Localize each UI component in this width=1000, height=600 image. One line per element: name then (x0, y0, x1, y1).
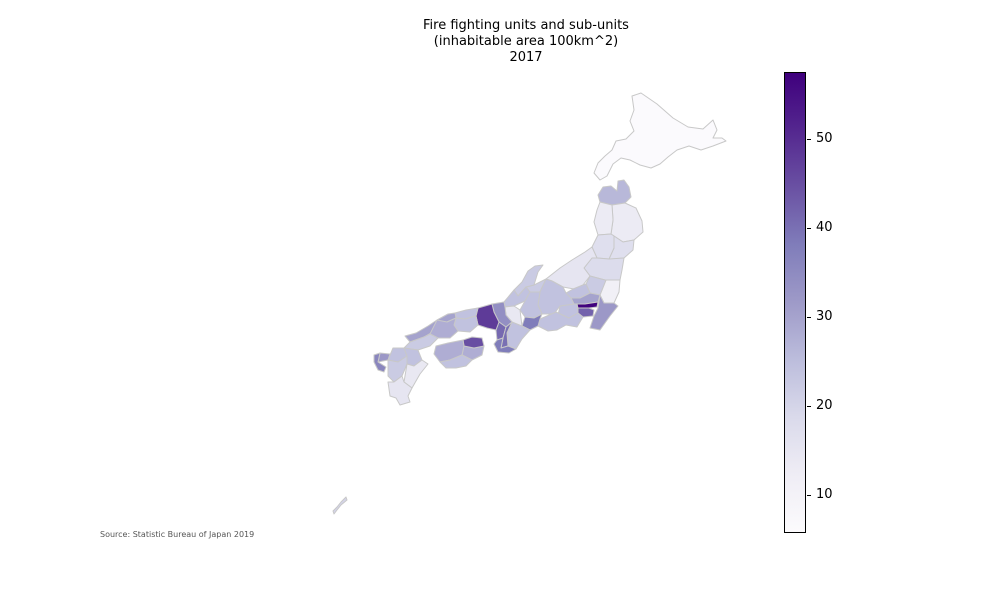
region-chiba (589, 294, 619, 331)
region-nagasaki (373, 352, 387, 373)
colorbar-tick (807, 139, 811, 140)
region-aomori (597, 179, 632, 206)
region-miyazaki (403, 359, 429, 389)
title-line-1: Fire fighting units and sub-units (423, 18, 629, 33)
region-iwate (610, 202, 644, 243)
colorbar-tick (807, 317, 811, 318)
region-kochi (439, 354, 473, 369)
colorbar-tick-label: 10 (816, 487, 833, 502)
colorbar-tick-label: 40 (816, 220, 833, 235)
region-okinawa (332, 496, 348, 515)
region-ishikawa (513, 264, 544, 297)
colorbar-tick (807, 228, 811, 229)
region-wakayama (493, 337, 517, 354)
region-kagawa (462, 336, 485, 349)
colorbar-tick-label: 20 (816, 398, 833, 413)
colorbar-tick (807, 406, 811, 407)
colorbar (784, 72, 806, 533)
title-line-2: (inhabitable area 100km^2) (433, 34, 619, 49)
region-hokkaido (593, 92, 727, 181)
map-title: Fire fighting units and sub-units (inhab… (376, 18, 676, 66)
source-note: Source: Statistic Bureau of Japan 2019 (100, 530, 255, 539)
title-line-3: 2017 (509, 50, 543, 65)
region-kagoshima (387, 375, 413, 406)
region-hiroshima (429, 317, 459, 339)
region-shizuoka (537, 311, 584, 332)
colorbar-tick (807, 495, 811, 496)
colorbar-tick-label: 50 (816, 131, 833, 146)
region-akita (593, 201, 614, 236)
region-kumamoto (387, 355, 408, 383)
colorbar-tick-label: 30 (816, 309, 833, 324)
